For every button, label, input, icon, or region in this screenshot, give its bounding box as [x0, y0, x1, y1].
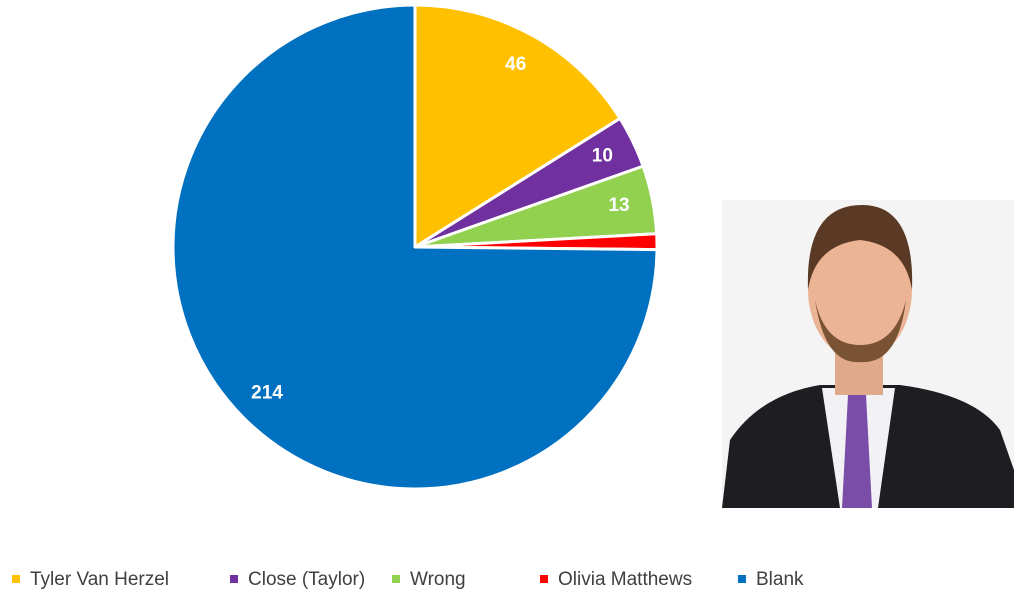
legend-swatch — [540, 575, 548, 583]
legend-swatch — [738, 575, 746, 583]
legend-swatch — [392, 575, 400, 583]
legend-label: Olivia Matthews — [558, 569, 692, 590]
chart: 46 10 13 214 Tyler Van Herzel Close (Taylor) W… — [0, 0, 1014, 594]
legend-swatch — [230, 575, 238, 583]
legend-label: Wrong — [410, 569, 466, 590]
data-label: 46 — [505, 54, 526, 75]
legend-label: Tyler Van Herzel — [30, 569, 169, 590]
page: {"chart_data": {"type": "pie", "categori… — [0, 0, 1014, 594]
data-label: 10 — [592, 145, 613, 166]
legend-label: Close (Taylor) — [248, 569, 365, 590]
data-label: 214 — [251, 382, 283, 403]
data-label: 13 — [608, 195, 629, 216]
legend-label: Blank — [756, 569, 804, 590]
photo — [722, 200, 1014, 508]
legend-swatch — [12, 575, 20, 583]
